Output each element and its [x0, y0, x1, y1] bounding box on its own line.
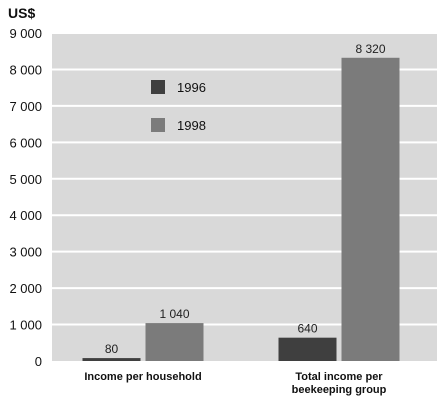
y-tick-label: 2 000	[9, 281, 42, 296]
legend: 1996 1998	[151, 80, 206, 133]
category-label: Income per household	[84, 371, 201, 383]
bar-1998-1	[341, 57, 400, 361]
y-tick-label: 1 000	[9, 318, 42, 333]
y-tick-label: 3 000	[9, 245, 42, 260]
value-label: 8 320	[355, 42, 385, 56]
bar-1998-0	[145, 323, 204, 361]
y-tick-label: 9 000	[9, 26, 42, 41]
y-tick-label: 5 000	[9, 172, 42, 187]
value-labels: 80 640 1 040 8 320	[105, 42, 386, 356]
category-label: beekeeping group	[292, 384, 387, 396]
bar-1996-1	[278, 337, 337, 361]
value-label: 1 040	[159, 307, 189, 321]
y-tick-label: 6 000	[9, 135, 42, 150]
y-axis-unit-label: US$	[8, 5, 35, 21]
bar-1996-0	[82, 358, 141, 361]
y-tick-label: 0	[35, 354, 42, 369]
bars	[82, 57, 400, 361]
legend-swatch-1998	[151, 118, 165, 132]
y-tick-label: 7 000	[9, 99, 42, 114]
value-label: 640	[297, 322, 317, 336]
legend-label: 1998	[177, 118, 206, 133]
category-label: Total income per	[295, 371, 383, 383]
legend-label: 1996	[177, 80, 206, 95]
y-axis-ticks: 0 1 000 2 000 3 000 4 000 5 000 6 000 7 000 8 00…	[9, 26, 42, 369]
legend-swatch-1996	[151, 80, 165, 94]
value-label: 80	[105, 342, 119, 356]
category-labels: Income per household Total income perbeek…	[84, 371, 386, 396]
y-tick-label: 8 000	[9, 62, 42, 77]
y-tick-label: 4 000	[9, 208, 42, 223]
